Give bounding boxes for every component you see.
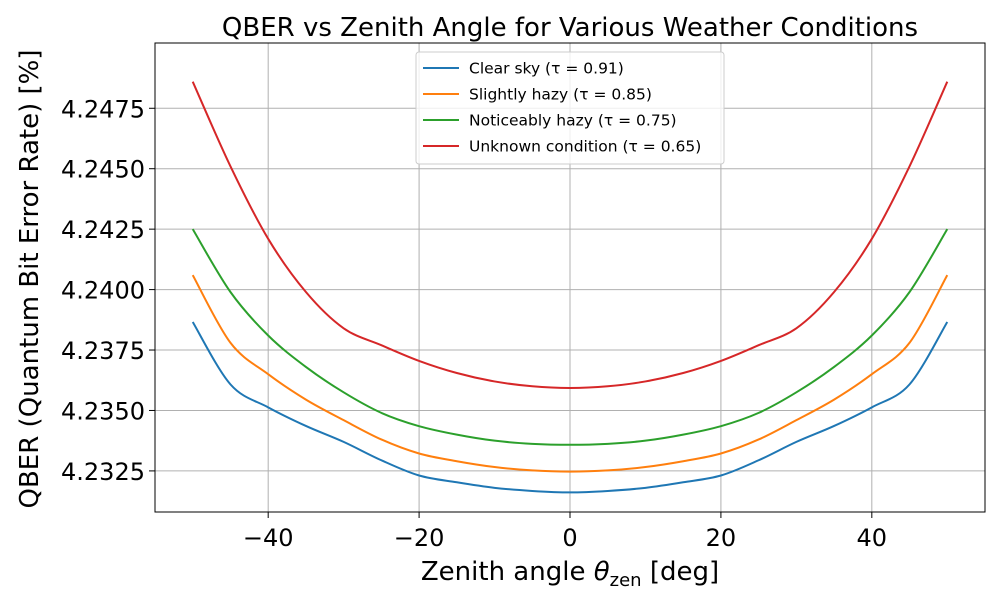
y-tick-label: 4.2475 <box>61 95 145 123</box>
x-axis-label-unit: [deg] <box>642 557 720 587</box>
legend-label: Slightly hazy (τ = 0.85) <box>469 86 652 104</box>
x-tick-label: −20 <box>394 524 445 552</box>
legend-label: Unknown condition (τ = 0.65) <box>469 138 701 156</box>
x-axis-label: Zenith angle θzen [deg] <box>421 557 719 591</box>
y-axis-ticks: 4.2325 4.2350 4.2375 4.2400 4.2425 4.2450 4.24… <box>61 95 155 486</box>
x-axis-ticks: −40 −20 0 20 40 <box>243 512 887 552</box>
y-tick-label: 4.2450 <box>61 156 145 184</box>
y-tick-label: 4.2375 <box>61 337 145 365</box>
y-tick-label: 4.2400 <box>61 277 145 305</box>
x-tick-label: 0 <box>562 524 577 552</box>
legend: Clear sky (τ = 0.91) Slightly hazy (τ = 0… <box>415 51 725 165</box>
legend-label: Clear sky (τ = 0.91) <box>469 60 624 78</box>
x-axis-label-subscript: zen <box>610 570 642 591</box>
x-tick-label: 40 <box>857 524 888 552</box>
y-tick-label: 4.2325 <box>61 458 145 486</box>
x-tick-label: −40 <box>243 524 294 552</box>
series-line-1 <box>191 274 949 473</box>
y-axis-label: QBER (Quantum Bit Error Rate) [%] <box>15 50 45 509</box>
series-line-3 <box>191 81 949 389</box>
x-axis-label-symbol: θ <box>594 557 610 587</box>
x-axis-label-main: Zenith angle <box>421 557 594 587</box>
series-line-0 <box>191 321 949 494</box>
y-tick-label: 4.2425 <box>61 216 145 244</box>
x-tick-label: 20 <box>706 524 737 552</box>
legend-frame <box>415 51 725 165</box>
legend-label: Noticeably hazy (τ = 0.75) <box>469 112 677 130</box>
chart-title: QBER vs Zenith Angle for Various Weather… <box>222 13 918 43</box>
series-lines <box>191 81 949 494</box>
y-tick-label: 4.2350 <box>61 397 145 425</box>
series-line-2 <box>191 228 949 446</box>
